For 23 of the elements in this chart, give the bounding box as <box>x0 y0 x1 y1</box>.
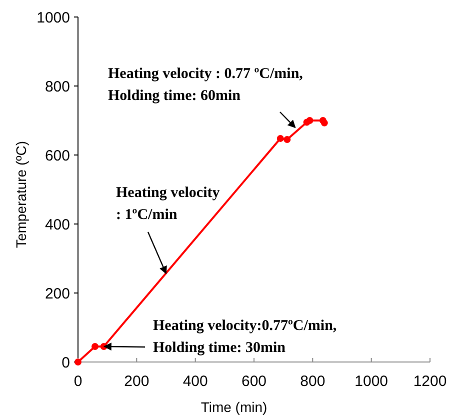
x-tick-label: 1200 <box>413 373 447 390</box>
point <box>284 136 291 143</box>
x-tick-label: 1000 <box>354 373 388 390</box>
point <box>306 117 314 124</box>
x-tick-label: 0 <box>74 373 82 390</box>
y-tick-label: 800 <box>44 78 70 96</box>
y-tick-label: 400 <box>44 216 70 234</box>
point <box>320 119 328 126</box>
x-axis-title: Time (min) <box>200 399 268 415</box>
annotation: Heating velocity : 0.77 ºC/min, Holding time: 60min <box>108 66 304 104</box>
x-tick-label: 200 <box>124 373 150 390</box>
y-tick-label: 0 <box>62 354 70 372</box>
y-tick-label: 1000 <box>36 9 70 26</box>
y-axis-title: Temperature (ºC) <box>13 140 29 248</box>
x-tick-label: 600 <box>241 373 267 390</box>
x-tick-label: 400 <box>182 373 208 390</box>
point <box>92 342 99 350</box>
x-tick-label: 800 <box>300 373 326 390</box>
annotation: Heating velocity : 1ºC/min <box>116 185 220 223</box>
y-tick-label: 600 <box>44 147 70 164</box>
y-tick-label: 200 <box>44 285 70 302</box>
point <box>276 134 284 142</box>
annotation: Heating velocity:0.77ºC/min, Holding time: 30min <box>153 318 337 356</box>
